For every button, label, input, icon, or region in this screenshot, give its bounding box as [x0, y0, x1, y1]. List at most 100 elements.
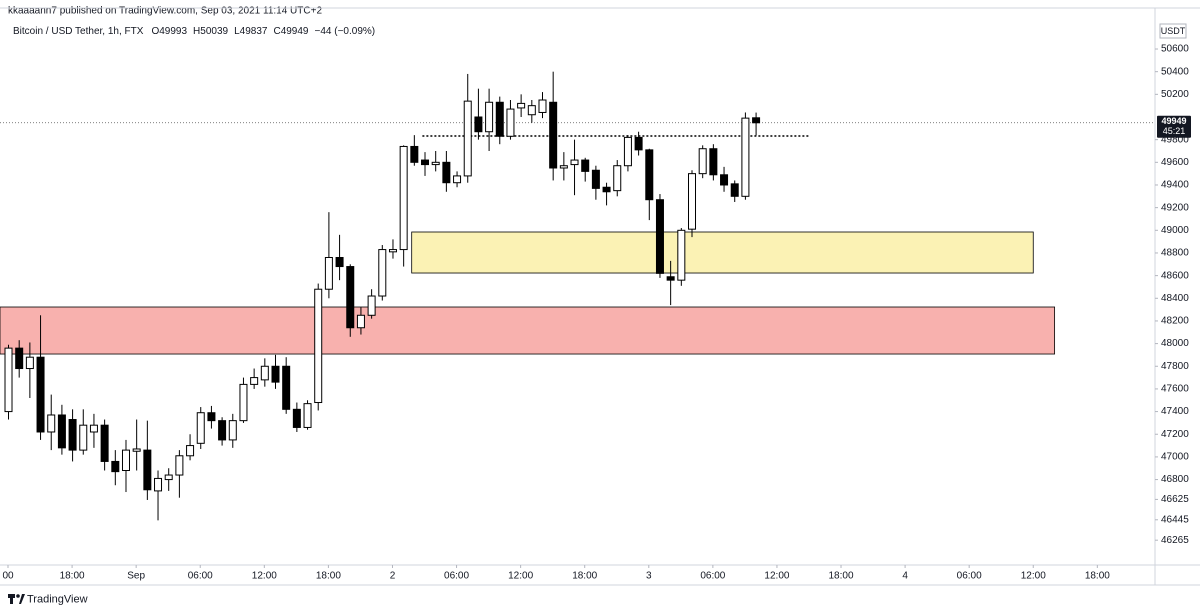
candle-body [677, 229, 686, 281]
candle-body [549, 101, 558, 169]
y-tick-label: 50400 [1161, 66, 1189, 77]
y-tick-label: 49800 [1161, 134, 1189, 145]
y-tick-label: 49400 [1161, 180, 1189, 191]
y-tick-label: 48200 [1161, 316, 1189, 327]
x-tick-label: 18:00 [829, 571, 854, 582]
legend-ohlc-label: H [193, 26, 200, 37]
x-tick-label: 18:00 [60, 571, 85, 582]
y-tick-label: 49200 [1161, 202, 1189, 213]
candle-body [250, 377, 259, 385]
candle-body [239, 383, 248, 422]
legend-ohlc-label: O [151, 26, 159, 37]
candle-body [175, 455, 184, 476]
legend-ohlc-value: 50039 [200, 26, 228, 37]
legend-ohlc-value: 49837 [240, 26, 268, 37]
candle-body [527, 105, 536, 116]
candle-body [399, 145, 408, 251]
candle-body [698, 148, 707, 175]
candle-body [335, 256, 344, 268]
y-tick-label: 48600 [1161, 270, 1189, 281]
candle-body [730, 183, 739, 197]
candle-body [378, 249, 387, 297]
x-tick-label: 2 [390, 571, 396, 582]
y-tick-label: 47800 [1161, 361, 1189, 372]
zone [0, 306, 1056, 355]
x-tick-label: 12:00 [764, 571, 789, 582]
candle-body [111, 460, 120, 473]
candle-body [495, 101, 504, 137]
candle-body [57, 414, 66, 449]
candle-body [634, 136, 643, 151]
candle-body [207, 412, 216, 422]
currency: USDT [1161, 26, 1186, 36]
y-tick-label: 48000 [1161, 338, 1189, 349]
candle-body [292, 408, 301, 428]
zone [411, 231, 1034, 274]
candle-body [79, 424, 88, 451]
candle-body [688, 173, 697, 230]
x-tick-label: 12:00 [252, 571, 277, 582]
candle-body [602, 186, 611, 193]
candle-body [613, 165, 622, 192]
countdown: 45:21 [1163, 126, 1186, 136]
x-tick-label: 06:00 [444, 571, 469, 582]
y-tick-label: 50600 [1161, 44, 1189, 55]
x-tick-label: 06:00 [700, 571, 725, 582]
candle-body [410, 145, 419, 163]
candle-body [324, 256, 333, 290]
candle-body [453, 175, 462, 184]
plot-area [0, 71, 1155, 521]
x-tick-label: 18:00 [572, 571, 597, 582]
candle-body [196, 412, 205, 444]
candle-body [741, 117, 750, 197]
legend-ohlc-value: 49993 [159, 26, 187, 37]
x-tick-label: 18:00 [316, 571, 341, 582]
candle-body [474, 116, 483, 133]
candle-body [314, 288, 323, 404]
x-tick-label: 4 [902, 571, 908, 582]
legend-change: −44 (−0.09%) [315, 26, 376, 37]
brand-logo [8, 594, 25, 604]
candle-body [709, 148, 718, 176]
candle-body [282, 365, 291, 410]
candle-body [4, 347, 13, 413]
candle-body [271, 365, 280, 383]
currency-box [1159, 23, 1187, 39]
candle-body [121, 449, 130, 472]
candle-body [303, 403, 312, 428]
candle-body [15, 347, 24, 370]
price-label: 49949 [1161, 116, 1186, 126]
y-tick-label: 46265 [1161, 535, 1189, 546]
price-label-box [1157, 115, 1191, 138]
candle-body [346, 266, 355, 329]
legend-ohlc-label: C [273, 26, 280, 37]
y-tick-label: 47600 [1161, 384, 1189, 395]
candle-body [218, 420, 227, 441]
x-tick-label: 06:00 [188, 571, 213, 582]
x-tick-label: 12:00 [508, 571, 533, 582]
legend-ohlc-value: 49949 [281, 26, 309, 37]
candle-body [132, 448, 141, 452]
brand: TradingView [27, 593, 88, 605]
y-tick-label: 47000 [1161, 452, 1189, 463]
candle-body [36, 356, 45, 433]
y-tick-label: 46445 [1161, 514, 1189, 525]
candle-body [154, 477, 163, 492]
candle-body [752, 117, 761, 124]
x-tick-label: 00 [2, 571, 14, 582]
candle-body [356, 314, 365, 329]
candle-body [623, 136, 632, 167]
y-tick-label: 46800 [1161, 474, 1189, 485]
candle-body [164, 474, 173, 481]
candle-body [143, 449, 152, 491]
candle-body [25, 356, 34, 370]
candle-body [186, 445, 195, 457]
candle-body [442, 161, 451, 184]
legend-title: Bitcoin / USD Tether, 1h, FTX [13, 26, 144, 37]
x-tick-label: 18:00 [1085, 571, 1110, 582]
x-tick-label: Sep [127, 571, 145, 582]
y-tick-label: 46625 [1161, 494, 1189, 505]
candle-body [421, 159, 430, 166]
candle-body [655, 199, 664, 274]
